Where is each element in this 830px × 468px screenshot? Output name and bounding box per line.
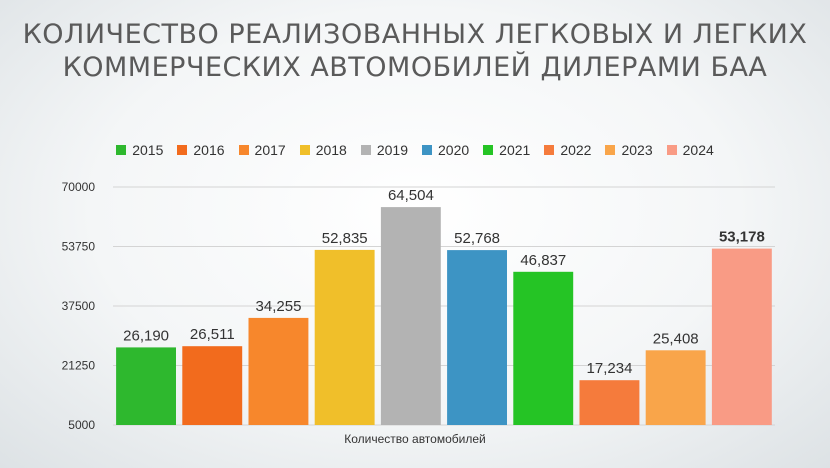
- legend-swatch: [360, 145, 371, 155]
- bar-2022: [579, 380, 640, 425]
- legend-swatch: [666, 145, 677, 155]
- legend-swatch: [299, 145, 310, 155]
- bar-2021: [513, 271, 574, 425]
- bar-2020: [447, 250, 507, 425]
- legend-item-2023: 2023: [605, 142, 653, 158]
- legend-label: 2021: [499, 142, 531, 158]
- bar-2019: [380, 207, 441, 425]
- legend-swatch: [483, 145, 494, 155]
- legend-label: 2018: [315, 142, 347, 158]
- legend-swatch: [177, 145, 188, 155]
- y-tick-label: 53750: [62, 240, 96, 254]
- legend-item-2020: 2020: [422, 142, 469, 158]
- legend-swatch: [422, 145, 432, 155]
- legend-label: 2024: [682, 142, 714, 158]
- chart-title: КОЛИЧЕСТВО РЕАЛИЗОВАННЫХ ЛЕГКОВЫХ И ЛЕГК…: [0, 18, 830, 84]
- legend-label: 2017: [254, 142, 286, 158]
- legend-label: 2022: [560, 142, 592, 158]
- bar-2016: [182, 346, 243, 425]
- legend-label: 2019: [376, 142, 408, 158]
- chart-title-line-1: КОЛИЧЕСТВО РЕАЛИЗОВАННЫХ ЛЕГКОВЫХ И ЛЕГК…: [22, 19, 808, 50]
- legend-swatch: [116, 145, 127, 155]
- legend-label: 2023: [621, 142, 653, 158]
- data-label-2024: 53,178: [719, 229, 765, 246]
- data-label-2018: 52,835: [322, 230, 368, 247]
- chart-title-line-2: КОММЕРЧЕСКИХ АВТОМОБИЛЕЙ ДИЛЕРАМИ БАА: [62, 52, 768, 83]
- bar-2015: [116, 347, 176, 425]
- legend-item-2019: 2019: [360, 142, 408, 158]
- x-axis-label: Количество автомобилей: [344, 432, 486, 446]
- y-tick-label: 5000: [68, 418, 95, 432]
- y-tick-label: 21250: [62, 359, 96, 373]
- legend-item-2018: 2018: [299, 142, 347, 158]
- legend-item-2015: 2015: [116, 142, 163, 158]
- bar-2018: [314, 249, 375, 425]
- data-label-2015: 26,190: [123, 327, 169, 344]
- data-label-2021: 46,837: [520, 252, 566, 269]
- bar-2017: [248, 317, 309, 425]
- legend-item-2021: 2021: [483, 142, 530, 158]
- bar-2023: [645, 350, 706, 425]
- legend-swatch: [605, 145, 616, 155]
- legend-item-2016: 2016: [177, 142, 225, 158]
- data-label-2019: 64,504: [388, 187, 434, 204]
- legend-label: 2016: [193, 142, 225, 158]
- data-label-2023: 25,408: [653, 330, 699, 347]
- bar-2024: [711, 248, 772, 425]
- y-tick-label: 70000: [62, 180, 96, 194]
- data-label-2022: 17,234: [587, 360, 633, 377]
- legend-item-2024: 2024: [666, 142, 714, 158]
- chart-legend: 2015 2016 2017 2018 2019 2020 2021 2022 2023 2024: [0, 142, 830, 158]
- y-tick-label: 37500: [62, 299, 96, 313]
- legend-item-2022: 2022: [544, 142, 591, 158]
- legend-label: 2015: [132, 142, 164, 158]
- data-label-2016: 26,511: [190, 326, 235, 343]
- data-label-2020: 52,768: [454, 230, 500, 247]
- legend-swatch: [544, 145, 555, 155]
- legend-item-2017: 2017: [238, 142, 286, 158]
- legend-label: 2020: [438, 142, 470, 158]
- data-label-2017: 34,255: [256, 298, 302, 315]
- legend-swatch: [238, 145, 249, 155]
